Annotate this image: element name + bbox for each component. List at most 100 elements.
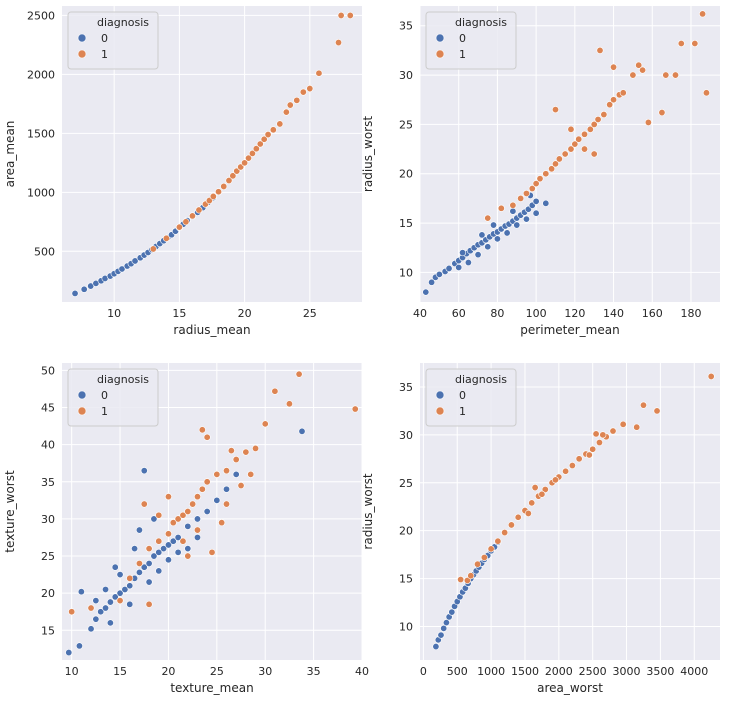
- data-point-1: [671, 71, 679, 79]
- data-point-1: [463, 576, 471, 584]
- data-point-1: [282, 108, 290, 116]
- data-point-0: [184, 522, 192, 530]
- data-point-1: [571, 140, 579, 148]
- y-tick-label: 35: [399, 381, 413, 394]
- data-point-0: [92, 615, 100, 623]
- data-point-0: [509, 207, 517, 215]
- data-point-1: [590, 120, 598, 128]
- data-point-1: [223, 500, 231, 508]
- data-point-1: [337, 11, 345, 19]
- y-axis-label: texture_worst: [3, 470, 17, 553]
- data-point-0: [92, 597, 100, 605]
- legend-label-0: 0: [101, 32, 108, 45]
- data-point-0: [160, 545, 168, 553]
- y-tick-label: 35: [399, 20, 413, 33]
- data-point-1: [548, 165, 556, 173]
- data-point-0: [150, 515, 158, 523]
- data-point-0: [232, 470, 240, 478]
- x-tick-label: 25: [303, 307, 317, 320]
- data-point-1: [609, 427, 617, 435]
- data-point-1: [581, 130, 589, 138]
- data-point-0: [140, 563, 148, 571]
- data-point-0: [97, 608, 105, 616]
- data-point-1: [247, 470, 255, 478]
- data-point-1: [501, 529, 509, 537]
- legend-marker-1: [77, 49, 87, 59]
- data-point-1: [575, 455, 583, 463]
- data-point-1: [188, 212, 196, 220]
- data-point-1: [232, 456, 240, 464]
- data-point-0: [422, 288, 430, 296]
- data-point-1: [480, 553, 488, 561]
- x-tick-label: 30: [258, 665, 272, 678]
- legend-label-1: 1: [459, 48, 466, 61]
- x-tick-label: 100: [526, 307, 547, 320]
- data-point-1: [242, 448, 250, 456]
- data-point-1: [551, 476, 559, 484]
- data-point-1: [629, 71, 637, 79]
- legend-label-0: 0: [459, 32, 466, 45]
- data-point-0: [435, 270, 443, 278]
- data-point-1: [677, 39, 685, 47]
- data-point-1: [261, 420, 269, 428]
- data-point-1: [149, 245, 157, 253]
- data-point-1: [707, 372, 715, 380]
- data-point-1: [182, 218, 190, 226]
- data-point-1: [189, 500, 197, 508]
- data-point-0: [126, 582, 134, 590]
- data-point-0: [106, 619, 114, 627]
- data-point-1: [589, 445, 597, 453]
- legend: diagnosis 0 1: [425, 11, 517, 70]
- x-tick-label: 3500: [646, 665, 674, 678]
- data-point-1: [299, 88, 307, 96]
- legend-box: [425, 11, 517, 70]
- chart-panel-2: 40 60 80 100 120 140 160 180101520253035perimet…: [361, 6, 720, 337]
- data-point-1: [256, 140, 264, 148]
- data-point-0: [464, 259, 472, 267]
- data-point-0: [77, 588, 85, 596]
- data-point-0: [71, 289, 79, 297]
- data-point-1: [184, 507, 192, 515]
- y-tick-label: 15: [399, 217, 413, 230]
- data-point-0: [131, 257, 139, 265]
- data-point-1: [195, 206, 203, 214]
- data-point-0: [448, 608, 456, 616]
- data-point-0: [223, 485, 231, 493]
- data-point-1: [594, 115, 602, 123]
- y-tick-label: 25: [399, 477, 413, 490]
- data-point-1: [203, 478, 211, 486]
- data-point-0: [145, 559, 153, 567]
- y-tick-label: 1000: [27, 186, 55, 199]
- x-tick-label: 1500: [511, 665, 539, 678]
- x-tick-label: 2500: [579, 665, 607, 678]
- data-point-0: [174, 548, 182, 556]
- data-point-1: [252, 444, 260, 452]
- legend: diagnosis 0 1: [425, 368, 517, 427]
- data-point-1: [335, 39, 343, 47]
- x-tick-label: 4000: [680, 665, 708, 678]
- data-point-1: [494, 537, 502, 545]
- legend-box: [425, 368, 517, 427]
- y-tick-label: 500: [34, 245, 55, 258]
- data-point-1: [140, 500, 148, 508]
- y-tick-label: 30: [399, 69, 413, 82]
- y-tick-label: 10: [399, 620, 413, 633]
- legend-marker-0: [435, 33, 445, 43]
- y-tick-label: 20: [41, 587, 55, 600]
- data-point-1: [619, 89, 627, 97]
- data-point-1: [639, 401, 647, 409]
- legend-marker-1: [77, 406, 87, 416]
- data-point-1: [346, 11, 354, 19]
- legend-marker-0: [77, 390, 87, 400]
- y-tick-label: 2000: [27, 68, 55, 81]
- x-axis-label: texture_mean: [170, 681, 253, 695]
- data-point-1: [162, 234, 170, 242]
- legend-marker-1: [435, 49, 445, 59]
- data-point-0: [513, 221, 521, 229]
- y-tick-label: 25: [399, 118, 413, 131]
- data-point-1: [351, 405, 359, 413]
- data-point-1: [551, 106, 559, 114]
- data-point-1: [225, 177, 233, 185]
- data-point-1: [252, 145, 260, 153]
- data-point-0: [87, 625, 95, 633]
